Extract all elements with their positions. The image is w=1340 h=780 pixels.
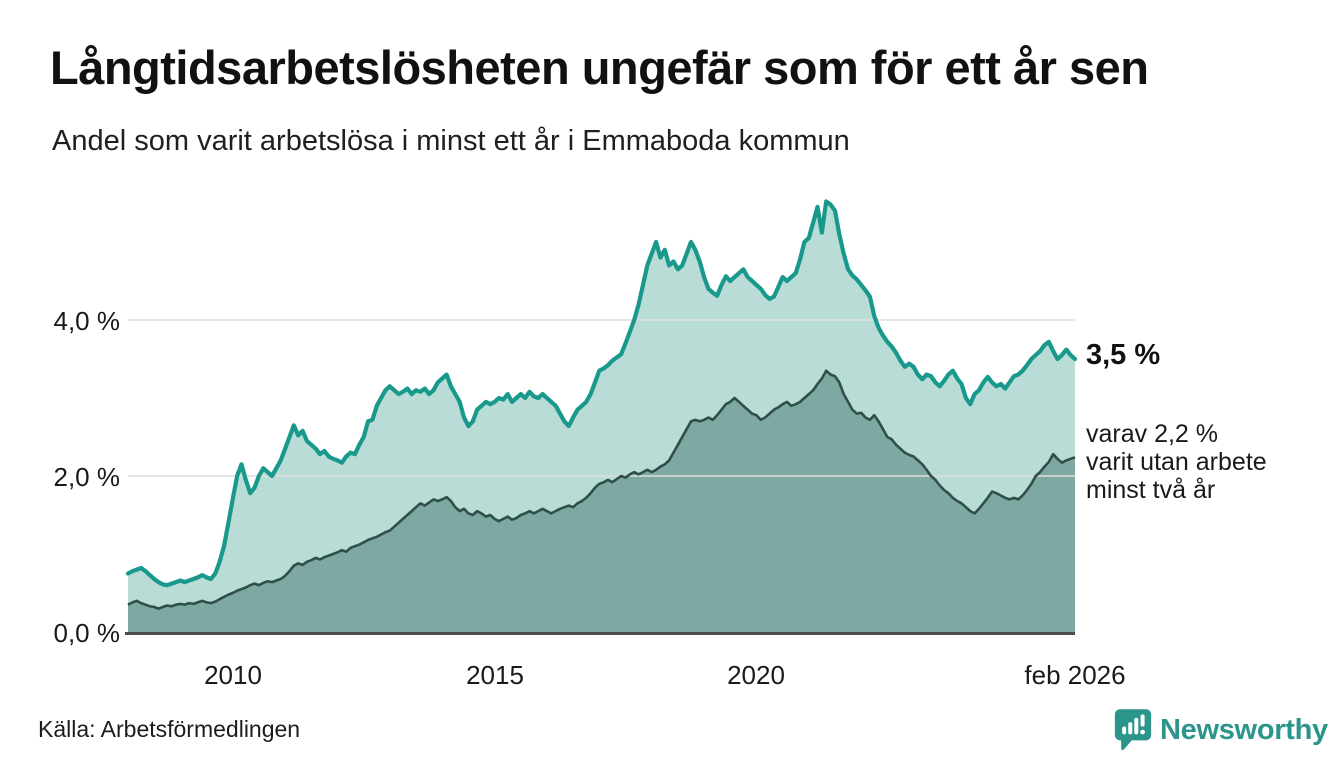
newsworthy-logo[interactable]: Newsworthy — [1114, 708, 1328, 752]
latest-value-annotation: 3,5 % — [1086, 339, 1161, 371]
logo-wordmark: Newsworthy — [1160, 713, 1328, 746]
secondary-annotation: varav 2,2 % varit utan arbete minst två … — [1086, 420, 1267, 504]
y-tick-label: 0,0 % — [53, 618, 121, 648]
area-fill-minst-tva-ar — [128, 370, 1075, 632]
x-tick-label: 2015 — [466, 660, 524, 690]
x-tick-label: 2020 — [727, 660, 785, 690]
x-tick-label: feb 2026 — [1024, 660, 1126, 690]
newsworthy-bubble-chart-icon — [1114, 709, 1152, 751]
source-credit: Källa: Arbetsförmedlingen — [38, 716, 301, 742]
page-subtitle: Andel som varit arbetslösa i minst ett å… — [52, 125, 850, 157]
secondary-annotation-line: varav 2,2 % — [1086, 420, 1219, 448]
line-minst-tva-ar — [127, 369, 1076, 610]
y-tick-label: 2,0 % — [53, 462, 121, 492]
secondary-annotation-line: minst två år — [1086, 476, 1216, 504]
secondary-annotation-line: varit utan arbete — [1086, 448, 1267, 476]
page-title: Långtidsarbetslösheten ungefär som för e… — [50, 41, 1149, 94]
x-tick-label: 2010 — [204, 660, 262, 690]
y-tick-label: 4,0 % — [53, 306, 121, 336]
line-minst-ett-ar — [125, 199, 1078, 588]
